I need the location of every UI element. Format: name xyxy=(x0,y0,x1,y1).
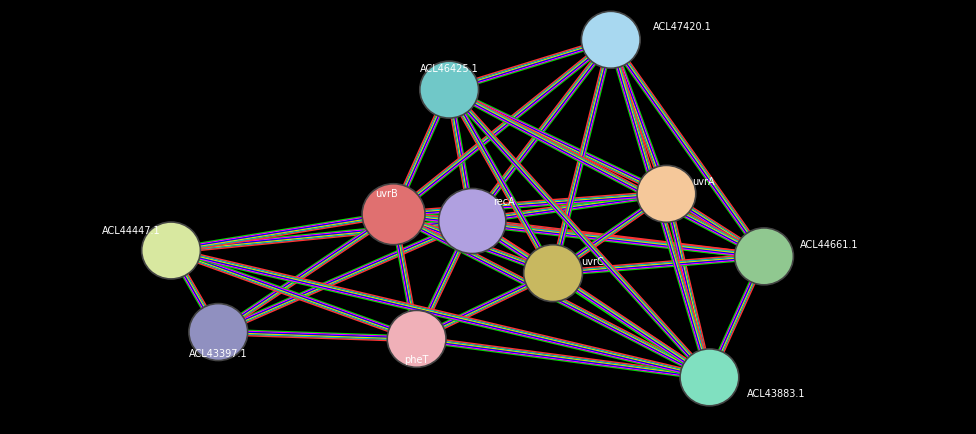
Text: pheT: pheT xyxy=(404,355,428,365)
Text: ACL44661.1: ACL44661.1 xyxy=(799,239,858,249)
Text: ACL43883.1: ACL43883.1 xyxy=(748,388,806,398)
Text: recA: recA xyxy=(493,196,514,206)
Ellipse shape xyxy=(524,245,583,302)
Ellipse shape xyxy=(637,166,696,223)
Text: ACL43397.1: ACL43397.1 xyxy=(189,349,248,358)
Ellipse shape xyxy=(142,223,200,279)
Ellipse shape xyxy=(735,228,793,285)
Ellipse shape xyxy=(420,62,478,119)
Text: uvrC: uvrC xyxy=(582,256,604,266)
Text: uvrA: uvrA xyxy=(692,177,714,187)
Ellipse shape xyxy=(680,349,739,406)
Ellipse shape xyxy=(438,189,506,254)
Ellipse shape xyxy=(189,304,248,361)
Ellipse shape xyxy=(387,311,446,368)
Text: ACL47420.1: ACL47420.1 xyxy=(653,22,712,32)
Text: uvrB: uvrB xyxy=(375,188,397,198)
Text: ACL44447.1: ACL44447.1 xyxy=(102,226,160,236)
Ellipse shape xyxy=(582,12,640,69)
Ellipse shape xyxy=(362,184,425,245)
Text: ACL46425.1: ACL46425.1 xyxy=(420,64,478,74)
